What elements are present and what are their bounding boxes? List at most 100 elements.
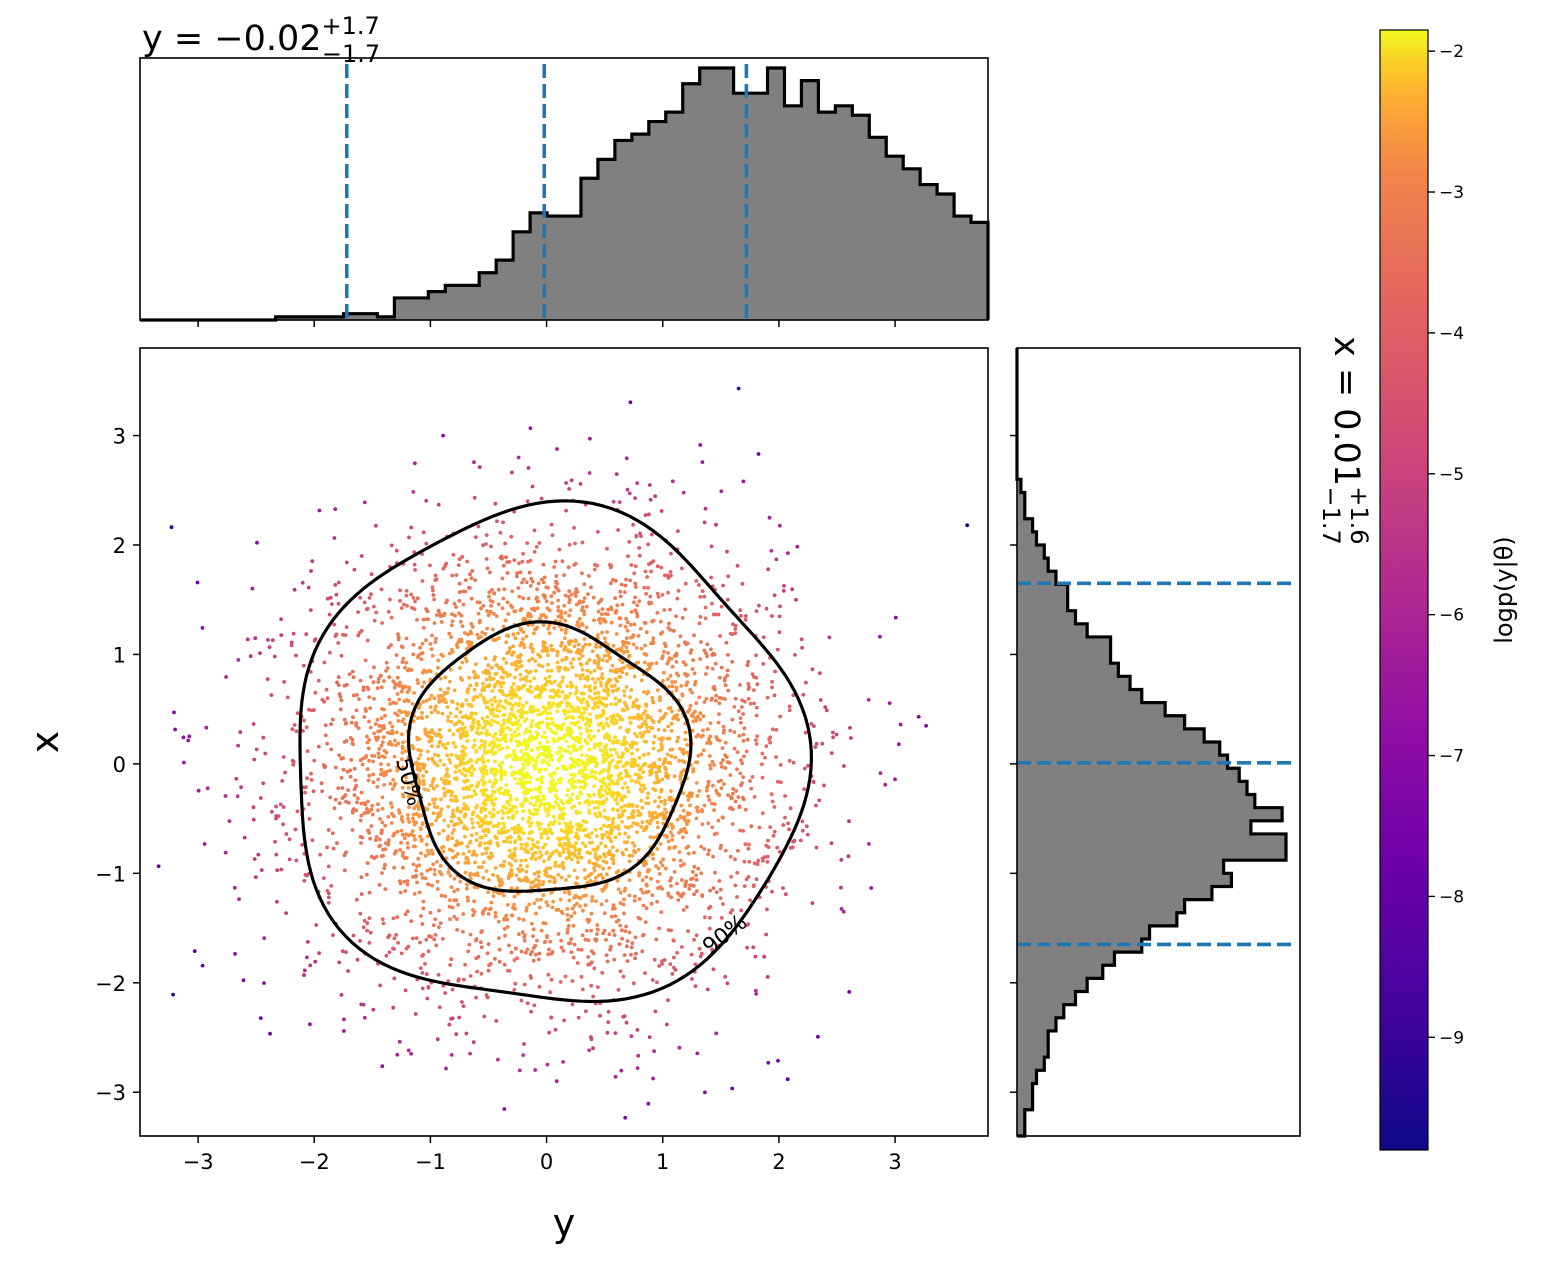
scatter-point	[800, 819, 805, 824]
scatter-point	[489, 740, 494, 745]
scatter-point	[626, 825, 631, 830]
scatter-point	[611, 688, 615, 693]
scatter-point	[384, 953, 389, 958]
scatter-point	[463, 656, 468, 661]
scatter-point	[481, 543, 485, 548]
scatter-point	[528, 780, 532, 785]
scatter-point	[711, 854, 715, 859]
scatter-point	[328, 650, 332, 655]
scatter-point	[512, 558, 517, 562]
scatter-point	[616, 827, 621, 831]
scatter-point	[450, 1016, 455, 1021]
scatter-point	[537, 770, 542, 774]
scatter-point	[493, 777, 498, 782]
scatter-point	[391, 916, 396, 921]
scatter-point	[539, 835, 544, 840]
scatter-point	[425, 996, 430, 1001]
scatter-point	[606, 767, 611, 772]
scatter-point	[436, 815, 440, 819]
scatter-point	[372, 754, 377, 758]
scatter-point	[568, 691, 573, 696]
scatter-point	[616, 808, 620, 813]
scatter-point	[435, 859, 439, 864]
top-hist-bar	[835, 105, 853, 320]
scatter-point	[517, 869, 522, 874]
scatter-point	[760, 775, 765, 780]
scatter-point	[846, 854, 851, 859]
scatter-point	[255, 540, 259, 545]
scatter-point	[635, 1028, 640, 1032]
scatter-point	[395, 829, 400, 834]
scatter-point	[437, 925, 441, 930]
scatter-point	[637, 780, 641, 785]
top-hist-outline	[140, 66, 990, 322]
scatter-point	[733, 696, 738, 701]
scatter-point	[512, 847, 517, 851]
scatter-point	[535, 755, 540, 760]
scatter-point	[403, 912, 408, 917]
scatter-point	[770, 685, 774, 690]
scatter-point	[659, 799, 663, 804]
scatter-point	[744, 749, 749, 754]
scatter-point	[805, 832, 810, 837]
scatter-point	[456, 816, 461, 821]
top-hist-bar	[360, 313, 379, 320]
scatter-point	[444, 561, 449, 566]
scatter-point	[752, 701, 756, 706]
scatter-point	[531, 958, 536, 963]
scatter-point	[675, 739, 680, 744]
scatter-point	[572, 760, 576, 765]
scatter-point	[539, 928, 544, 933]
scatter-point	[694, 579, 699, 583]
scatter-point	[608, 760, 613, 765]
scatter-point	[355, 800, 359, 805]
scatter-point	[887, 701, 892, 705]
scatter-point	[281, 822, 285, 827]
scatter-point	[474, 683, 479, 688]
scatter-point	[524, 746, 529, 751]
scatter-point	[258, 651, 262, 655]
scatter-point	[446, 789, 451, 794]
scatter-point	[709, 544, 714, 549]
scatter-point	[326, 900, 331, 905]
scatter-point	[549, 643, 554, 648]
scatter-point	[580, 667, 585, 672]
scatter-point	[755, 682, 760, 687]
scatter-point	[510, 704, 515, 708]
scatter-point	[620, 660, 625, 665]
scatter-point	[505, 745, 509, 750]
scatter-point	[545, 711, 549, 716]
scatter-point	[372, 697, 376, 701]
scatter-point	[565, 927, 570, 932]
scatter-point	[597, 699, 602, 703]
scatter-point	[418, 645, 422, 650]
scatter-point	[716, 720, 721, 725]
scatter-point	[615, 794, 620, 799]
scatter-point	[506, 612, 511, 616]
scatter-point	[678, 777, 683, 782]
scatter-point	[666, 590, 670, 595]
scatter-point	[655, 591, 660, 596]
scatter-point	[622, 803, 627, 808]
scatter-point	[779, 780, 783, 785]
scatter-point	[553, 1027, 558, 1032]
scatter-point	[446, 686, 451, 691]
scatter-point	[760, 751, 765, 756]
scatter-point	[679, 863, 683, 868]
scatter-point	[622, 693, 627, 698]
scatter-point	[565, 907, 570, 911]
scatter-point	[514, 693, 519, 698]
scatter-point	[609, 773, 614, 778]
scatter-point	[564, 716, 568, 721]
scatter-point	[356, 726, 361, 730]
scatter-point	[536, 798, 541, 803]
scatter-point	[483, 828, 488, 833]
scatter-point	[541, 648, 546, 653]
scatter-point	[533, 758, 538, 763]
scatter-point	[256, 852, 261, 857]
scatter-point	[353, 778, 358, 783]
scatter-point	[631, 701, 636, 706]
scatter-point	[698, 443, 703, 447]
scatter-point	[560, 764, 565, 768]
scatter-point	[533, 1068, 538, 1072]
